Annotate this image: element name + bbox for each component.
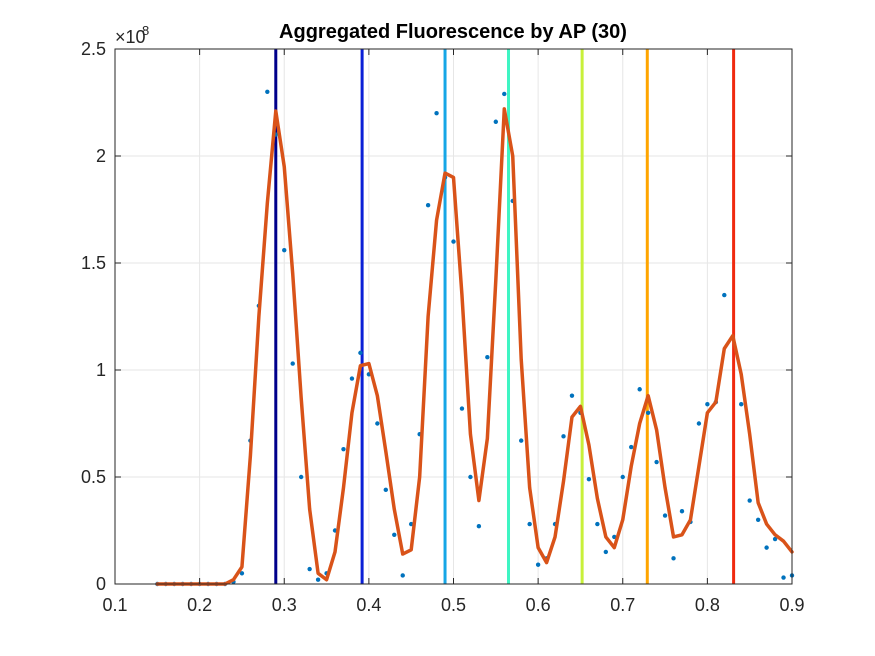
scatter-point <box>755 517 761 522</box>
scatter-point <box>502 91 507 97</box>
scatter-point <box>535 562 541 567</box>
scatter-point <box>315 577 321 582</box>
y-tick-label: 0.5 <box>81 467 106 487</box>
scatter-point <box>637 387 642 392</box>
scatter-point <box>468 474 473 480</box>
scatter-point <box>239 571 245 576</box>
chart-title: Aggregated Fluorescence by AP (30) <box>279 21 627 43</box>
scatter-point <box>679 509 685 514</box>
scatter-point <box>595 521 600 527</box>
scatter-point <box>476 524 482 529</box>
y-exponent-label: ×10 <box>115 27 146 47</box>
scatter-point <box>662 513 668 518</box>
y-tick-labels: 0 0.5 1 1.5 2 2.5 <box>81 39 106 594</box>
y-tick-label: 1.5 <box>81 253 106 273</box>
y-tick-label: 2.5 <box>81 39 106 59</box>
scatter-point <box>459 406 465 411</box>
scatter-point <box>358 350 363 356</box>
x-tick-label: 0.6 <box>526 595 551 615</box>
x-tick-label: 0.5 <box>441 595 466 615</box>
y-tick-label: 0 <box>96 574 106 594</box>
scatter-point <box>349 376 355 381</box>
x-tick-label: 0.4 <box>356 595 381 615</box>
smoothed-line <box>155 107 794 586</box>
line-series <box>155 107 794 586</box>
x-tick-label: 0.7 <box>610 595 635 615</box>
scatter-point <box>722 292 727 298</box>
scatter-point <box>561 434 566 439</box>
scatter-point <box>290 361 295 366</box>
x-tick-label: 0.8 <box>695 595 720 615</box>
scatter-point <box>671 556 676 561</box>
scatter-point <box>645 410 651 415</box>
y-tick-label: 1 <box>96 360 106 380</box>
scatter-point <box>569 393 575 398</box>
scatter-point <box>265 89 270 95</box>
scatter-point <box>739 402 744 407</box>
scatter-point <box>425 203 431 208</box>
x-tick-label: 0.1 <box>102 595 127 615</box>
scatter-point <box>392 532 397 537</box>
scatter-point <box>772 536 778 542</box>
axes <box>114 48 793 585</box>
vertical-markers <box>274 49 736 584</box>
scatter-point <box>747 498 752 503</box>
scatter-point <box>781 575 786 580</box>
scatter-point <box>298 474 304 480</box>
scatter-point <box>705 402 710 407</box>
x-tick-label: 0.2 <box>187 595 212 615</box>
scatter-point <box>519 438 524 443</box>
scatter-point <box>282 247 287 253</box>
x-tick-label: 0.3 <box>272 595 297 615</box>
scatter-point <box>485 354 490 360</box>
scatter-point <box>603 549 609 555</box>
scatter-point <box>383 487 388 493</box>
scatter-point <box>654 459 659 465</box>
scatter-point <box>375 421 380 426</box>
scatter-point <box>620 474 625 480</box>
y-exponent-power: 8 <box>142 23 149 38</box>
scatter-point <box>629 444 634 450</box>
y-tick-label: 2 <box>96 146 106 166</box>
scatter-point <box>764 545 769 550</box>
scatter-point <box>493 119 499 124</box>
scatter-point <box>434 111 439 116</box>
x-tick-labels: 0.1 0.2 0.3 0.4 0.5 0.6 0.7 0.8 0.9 <box>102 595 804 615</box>
scatter-point <box>586 476 592 482</box>
scatter-point <box>696 421 702 426</box>
scatter-point <box>451 239 456 244</box>
scatter-point <box>341 446 346 452</box>
scatter-point <box>527 521 532 527</box>
scatter-point <box>400 573 405 578</box>
scatter-point <box>307 566 312 572</box>
axes-box <box>114 48 793 585</box>
x-tick-label: 0.9 <box>779 595 804 615</box>
